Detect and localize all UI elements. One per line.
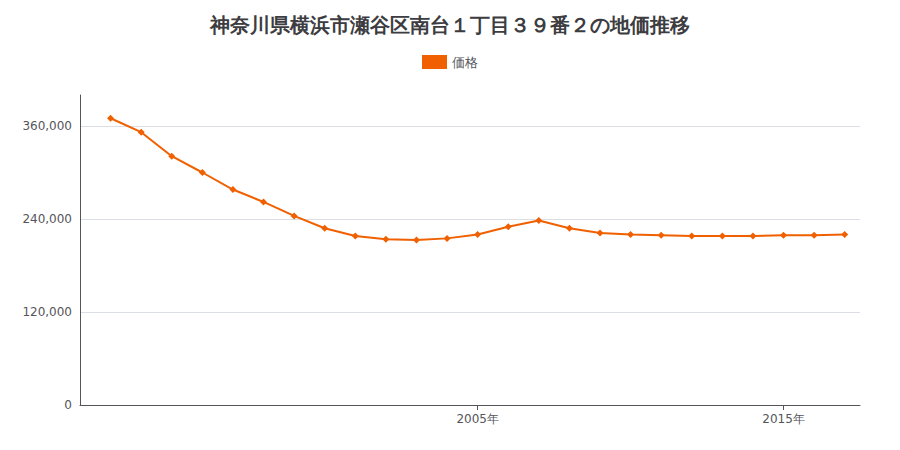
- svg-text:360,000: 360,000: [22, 119, 72, 133]
- svg-text:120,000: 120,000: [22, 305, 72, 319]
- svg-text:240,000: 240,000: [22, 212, 72, 226]
- svg-text:神奈川県横浜市瀬谷区南台１丁目３９番２の地価推移: 神奈川県横浜市瀬谷区南台１丁目３９番２の地価推移: [209, 13, 690, 37]
- svg-text:価格: 価格: [452, 55, 478, 70]
- svg-text:2005年: 2005年: [456, 412, 499, 426]
- svg-text:2015年: 2015年: [762, 412, 805, 426]
- svg-text:0: 0: [64, 398, 72, 412]
